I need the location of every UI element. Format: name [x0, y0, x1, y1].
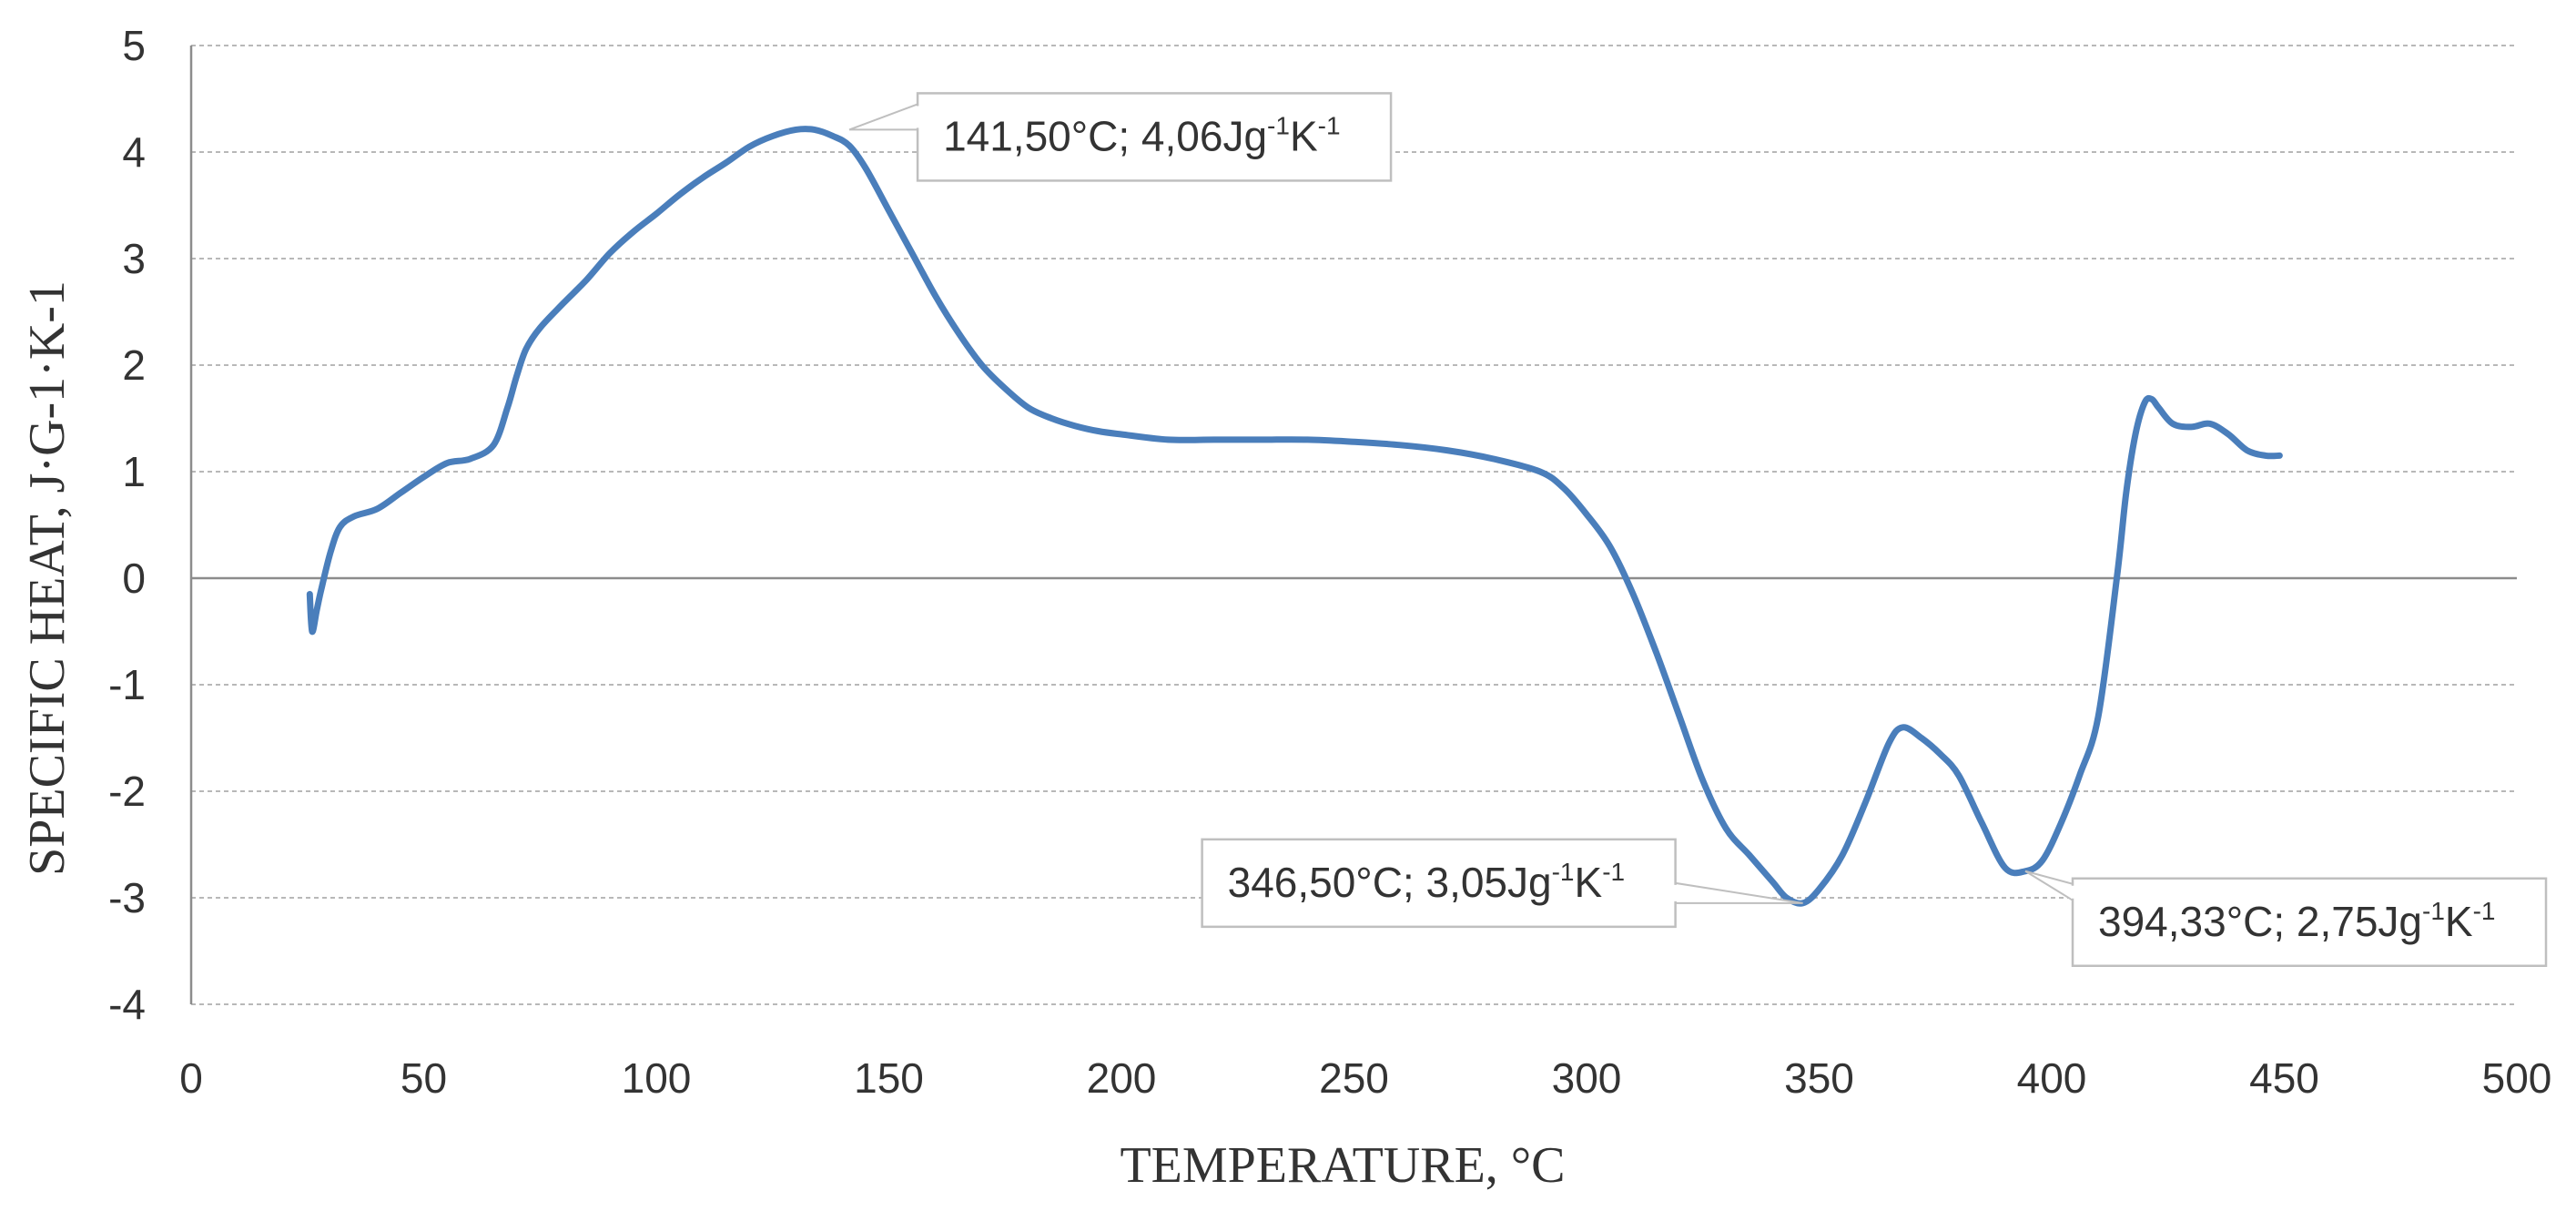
- grid-lines: [191, 45, 2517, 1005]
- axes: [189, 46, 2517, 1004]
- callout-box: [1201, 838, 1677, 929]
- callout-box: [2071, 877, 2548, 967]
- callout-text: 394,33°C; 2,75Jg-1K-1: [2098, 897, 2495, 945]
- x-tick-label: 100: [622, 1054, 692, 1102]
- callouts: 141,50°C; 4,06Jg-1K-1 346,50°C; 3,05Jg-1K…: [848, 92, 2548, 967]
- callout-text: 141,50°C; 4,06Jg-1K-1: [943, 111, 1340, 159]
- y-tick-label: 4: [122, 128, 146, 176]
- callout-0: 141,50°C; 4,06Jg-1K-1: [848, 92, 1393, 182]
- x-tick-label: 150: [854, 1054, 924, 1102]
- x-tick-label: 50: [401, 1054, 447, 1102]
- x-tick-label: 200: [1087, 1054, 1157, 1102]
- y-tick-label: 3: [122, 235, 146, 282]
- series-line-specific-heat: [306, 126, 2283, 907]
- x-tick-label: 300: [1552, 1054, 1622, 1102]
- callout-box: [916, 92, 1393, 182]
- y-tick-label: -4: [108, 981, 146, 1028]
- callout-pointer: [848, 102, 919, 131]
- y-tick-label: 1: [122, 448, 146, 495]
- y-tick-label: -3: [108, 874, 146, 921]
- y-tick-label: 2: [122, 341, 146, 389]
- callout-1: 346,50°C; 3,05Jg-1K-1: [1201, 838, 1803, 929]
- callout-2: 394,33°C; 2,75Jg-1K-1: [2024, 870, 2548, 967]
- x-tick-label: 450: [2249, 1054, 2319, 1102]
- y-tick-label: -2: [108, 768, 146, 815]
- callout-pointer: [2024, 870, 2074, 902]
- y-axis-title: SPECIFIC HEAT, J·G-1·K-1: [19, 280, 76, 876]
- y-tick-label: -1: [108, 661, 146, 708]
- callout-text: 346,50°C; 3,05Jg-1K-1: [1228, 858, 1625, 906]
- x-tick-label: 400: [2017, 1054, 2087, 1102]
- x-tick-label: 0: [179, 1054, 203, 1102]
- x-tick-label: 250: [1319, 1054, 1389, 1102]
- x-tick-label: 350: [1784, 1054, 1854, 1102]
- x-axis-title: TEMPERATURE, °C: [1120, 1137, 1565, 1194]
- y-tick-label: 5: [122, 22, 146, 69]
- x-tick-label: 500: [2482, 1054, 2552, 1102]
- y-tick-label: 0: [122, 555, 146, 602]
